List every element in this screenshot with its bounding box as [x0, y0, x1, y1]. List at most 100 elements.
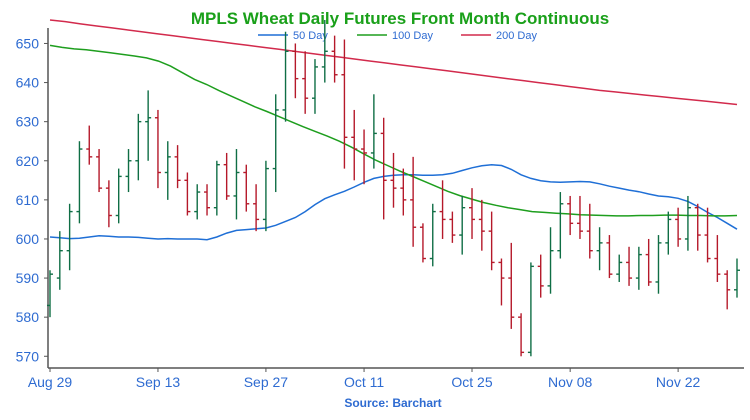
- ohlc-bar: [478, 199, 485, 251]
- ohlc-bar: [547, 227, 554, 294]
- ohlc-bar: [518, 313, 525, 357]
- legend-item: 100 Day: [357, 30, 433, 42]
- y-tick-label: 620: [16, 153, 40, 169]
- ohlc-bar: [282, 31, 289, 122]
- legend-label: 100 Day: [392, 30, 433, 42]
- ohlc-bar: [380, 117, 387, 220]
- ohlc-bar: [616, 254, 623, 282]
- x-tick-label: Sep 27: [244, 374, 289, 390]
- ohlc-bar: [586, 203, 593, 259]
- ohlc-bar: [292, 43, 299, 99]
- ohlc-bar: [469, 188, 476, 239]
- x-axis: Aug 29 Sep 13 Sep 27 Oct 11 Oct 25 Nov 08 Nov …: [28, 367, 744, 390]
- ohlc-bar: [115, 168, 122, 224]
- source-label: Source: Barchart: [344, 396, 441, 410]
- ohlc-bar: [262, 160, 269, 232]
- ohlc-bar: [684, 195, 691, 251]
- ohlc-bar: [145, 90, 152, 161]
- ohlc-bar: [449, 211, 456, 243]
- ohlc-bar: [331, 35, 338, 83]
- y-tick-label: 590: [16, 270, 40, 286]
- ohlc-bar: [253, 184, 260, 232]
- ohlc-bar: [125, 149, 132, 193]
- ohlc-bar: [694, 203, 701, 251]
- ohlc-bar: [488, 211, 495, 271]
- ohlc-bar: [645, 238, 652, 286]
- ohlc-bar: [439, 180, 446, 239]
- legend-label: 200 Day: [496, 30, 537, 42]
- ohlc-bar: [537, 254, 544, 298]
- ohlc-bar: [400, 168, 407, 216]
- ohlc-bar: [361, 129, 368, 185]
- ohlc-bar: [734, 258, 740, 298]
- ohlc-bar: [498, 258, 505, 306]
- ohlc-bar: [390, 152, 397, 208]
- ohlc-bar: [410, 156, 417, 247]
- ohlc-bar: [243, 164, 250, 212]
- ohlc-bar: [47, 270, 53, 318]
- ohlc-bar: [419, 223, 426, 263]
- ohlc-bar: [174, 145, 181, 189]
- ohlc-bar: [164, 141, 171, 200]
- y-tick-label: 600: [16, 231, 40, 247]
- y-tick-label: 650: [16, 35, 40, 51]
- legend-item: 200 Day: [461, 30, 537, 42]
- ohlc-bar: [154, 109, 161, 189]
- ohlc-bar: [105, 180, 112, 228]
- price-bars: [47, 20, 740, 357]
- ohlc-bar: [655, 235, 662, 294]
- x-tick-label: Sep 13: [136, 374, 181, 390]
- ohlc-bar: [429, 203, 436, 267]
- ohlc-bar: [665, 211, 672, 255]
- ohlc-bar: [508, 242, 515, 329]
- x-tick-label: Oct 25: [451, 374, 492, 390]
- ohlc-bar: [184, 172, 191, 216]
- ohlc-bar: [223, 152, 230, 200]
- ohlc-bar: [527, 262, 534, 357]
- ohlc-bar: [204, 184, 211, 216]
- ohlc-bar: [635, 246, 642, 290]
- ohlc-bar: [302, 51, 309, 114]
- ohlc-bar: [76, 141, 83, 224]
- ohlc-bar: [233, 149, 240, 220]
- x-tick-label: Nov 08: [548, 374, 593, 390]
- x-tick-label: Aug 29: [28, 374, 73, 390]
- ohlc-bar: [459, 195, 466, 255]
- ohlc-bar: [96, 149, 103, 193]
- ohlc-bar: [56, 231, 63, 290]
- ohlc-bar: [213, 160, 220, 216]
- ohlc-bar: [370, 94, 377, 169]
- ohlc-bar: [626, 246, 633, 286]
- ohlc-bar: [704, 207, 711, 263]
- ohlc-bar: [86, 125, 93, 165]
- ohlc-bar: [66, 203, 73, 271]
- ohlc-bar: [135, 113, 142, 181]
- ohlc-bar: [606, 235, 613, 279]
- y-tick-label: 580: [16, 309, 40, 325]
- ohlc-bar: [675, 207, 682, 247]
- y-tick-label: 640: [16, 75, 40, 91]
- legend-item: 50 Day: [258, 30, 328, 42]
- ohlc-bar: [714, 235, 721, 282]
- ohlc-bar: [341, 39, 348, 169]
- series-line-200-day: [49, 19, 738, 106]
- ohlc-bar: [567, 195, 574, 236]
- y-tick-label: 570: [16, 348, 40, 364]
- ohlc-bar: [272, 94, 279, 193]
- x-tick-label: Nov 22: [656, 374, 701, 390]
- x-tick-label: Oct 11: [344, 374, 384, 390]
- legend-label: 50 Day: [293, 30, 328, 42]
- ohlc-bar: [311, 59, 318, 114]
- ohlc-bar: [576, 195, 583, 239]
- ohlc-bar: [194, 184, 201, 220]
- y-tick-label: 610: [16, 192, 40, 208]
- ohlc-bar: [351, 109, 358, 181]
- ohlc-bar: [557, 192, 564, 259]
- chart-title: MPLS Wheat Daily Futures Front Month Con…: [191, 9, 609, 28]
- ohlc-bar: [724, 270, 731, 310]
- ohlc-bar: [321, 20, 328, 83]
- y-tick-label: 630: [16, 114, 40, 130]
- ohlc-bar: [596, 227, 603, 271]
